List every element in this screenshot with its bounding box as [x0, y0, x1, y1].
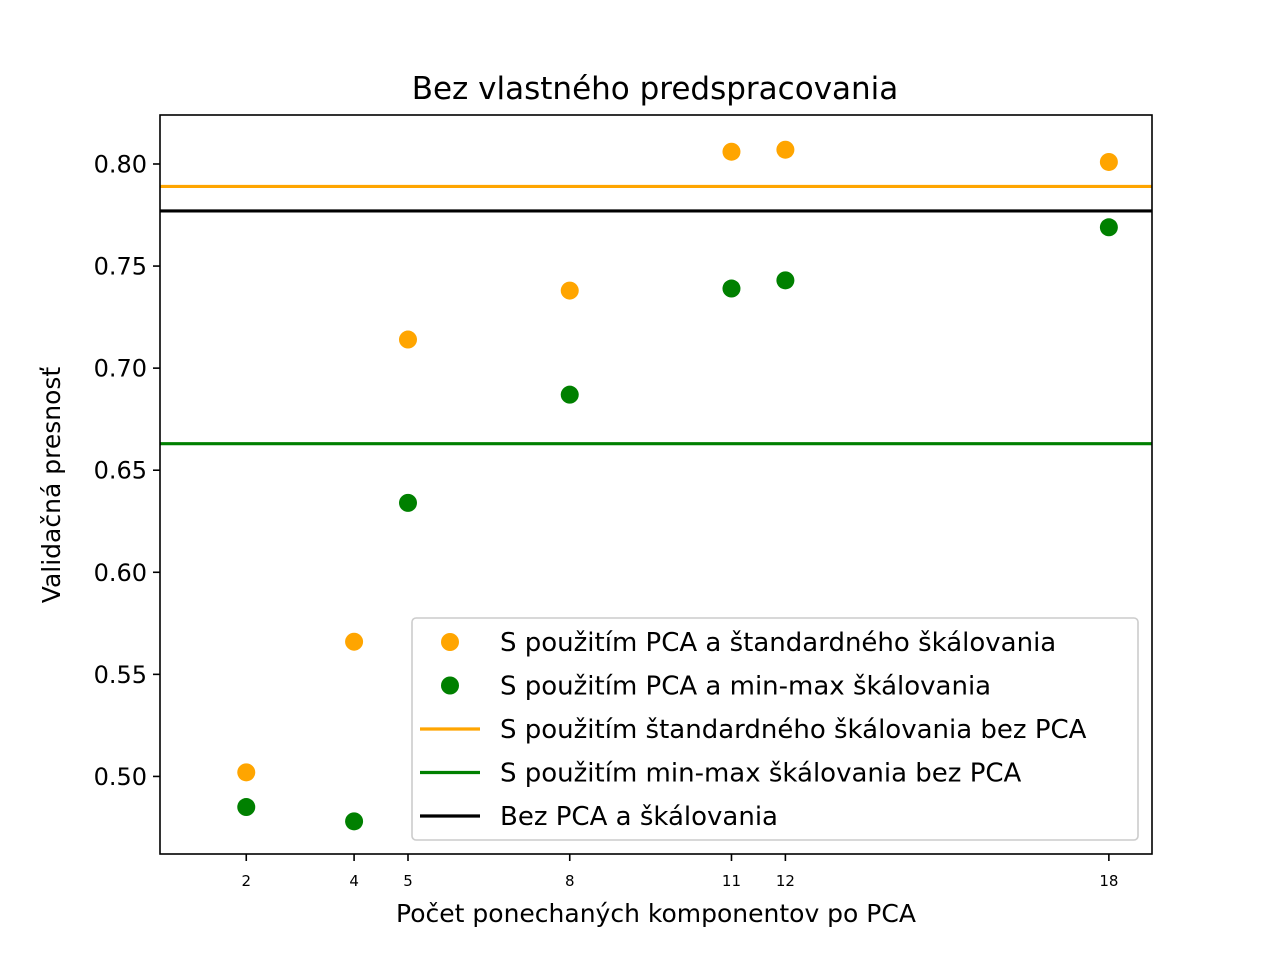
x-axis-label: Počet ponechaných komponentov po PCA [396, 899, 916, 928]
x-tick-label-5: 5 [403, 872, 413, 890]
legend-label-s-pouzitim-min-max-skalovania-bez-pca: S použitím min-max škálovania bez PCA [500, 759, 1022, 789]
axis-ticks: 0.50 0.55 0.60 0.65 0.70 0.75 0.80 2 4 5 8 11 12 18 [94, 150, 1119, 890]
plot-area [160, 140, 1152, 831]
y-tick-label-0.80: 0.80 [94, 150, 147, 178]
x-tick-label-18: 18 [1099, 872, 1118, 890]
point-s-pouzitim-pca-a-min-max-skalovania-12 [776, 271, 795, 290]
legend-box [411, 617, 1139, 841]
y-tick-label-0.65: 0.65 [94, 457, 147, 485]
y-axis-label: Validačná presnosť [37, 367, 66, 604]
y-tick-label-0.75: 0.75 [94, 253, 147, 281]
x-tick-label-8: 8 [565, 872, 575, 890]
x-tick-label-4: 4 [349, 872, 359, 890]
y-tick-label-0.50: 0.50 [94, 763, 147, 791]
chart-title: Bez vlastného predspracovania [412, 71, 899, 107]
legend-label-s-pouzitim-pca-a-standardneho-skalovania: S použitím PCA a štandardného škálovania [500, 628, 1056, 658]
point-s-pouzitim-pca-a-min-max-skalovania-5 [399, 493, 417, 512]
axes-frame [159, 114, 1153, 855]
legend-label-bez-pca-a-skalovania: Bez PCA a škálovania [500, 802, 778, 832]
point-s-pouzitim-pca-a-min-max-skalovania-2 [237, 798, 256, 817]
legend-marker-s-pouzitim-pca-a-standardneho-skalovania [441, 633, 459, 651]
y-tick-label-0.60: 0.60 [94, 559, 147, 587]
point-s-pouzitim-pca-a-standardneho-skalovania-4 [345, 632, 364, 651]
legend: S použitím PCA a štandardného škálovania… [411, 617, 1139, 841]
x-tick-label-2: 2 [241, 872, 251, 890]
point-s-pouzitim-pca-a-min-max-skalovania-8 [560, 385, 579, 404]
point-s-pouzitim-pca-a-standardneho-skalovania-18 [1099, 152, 1118, 171]
point-s-pouzitim-pca-a-standardneho-skalovania-11 [722, 142, 741, 161]
point-s-pouzitim-pca-a-standardneho-skalovania-5 [399, 330, 417, 349]
legend-label-s-pouzitim-standardneho-skalovania-bez-pca: S použitím štandardného škálovania bez P… [500, 715, 1087, 745]
x-tick-label-11: 11 [722, 872, 741, 890]
x-tick-label-12: 12 [776, 872, 795, 890]
point-s-pouzitim-pca-a-min-max-skalovania-4 [345, 812, 364, 831]
legend-marker-s-pouzitim-pca-a-min-max-skalovania [441, 676, 459, 695]
point-s-pouzitim-pca-a-standardneho-skalovania-8 [560, 281, 579, 300]
point-s-pouzitim-pca-a-min-max-skalovania-11 [722, 279, 741, 298]
point-s-pouzitim-pca-a-min-max-skalovania-18 [1099, 218, 1118, 237]
point-s-pouzitim-pca-a-standardneho-skalovania-2 [237, 763, 256, 782]
y-tick-label-0.55: 0.55 [94, 661, 147, 689]
y-tick-label-0.70: 0.70 [94, 355, 147, 383]
point-s-pouzitim-pca-a-standardneho-skalovania-12 [776, 140, 795, 159]
legend-label-s-pouzitim-pca-a-min-max-skalovania: S použitím PCA a min-max škálovania [500, 672, 991, 702]
